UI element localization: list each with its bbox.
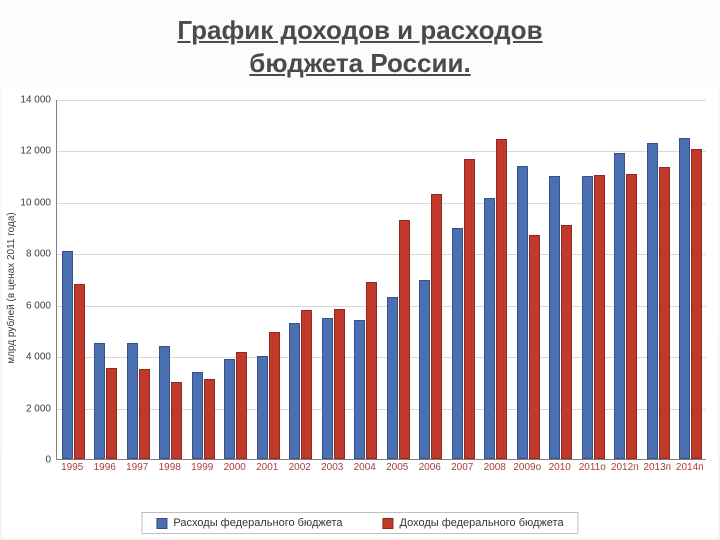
x-tick-label: 2012п xyxy=(611,462,639,473)
bar-income xyxy=(691,149,702,459)
bar-expenses xyxy=(192,372,203,459)
bar-expenses xyxy=(159,346,170,459)
x-tick-label: 2014п xyxy=(676,462,704,473)
bar-expenses xyxy=(354,320,365,459)
bar-income xyxy=(626,174,637,459)
grid-line xyxy=(57,151,706,152)
bar-expenses xyxy=(127,343,138,459)
x-tick-label: 2008 xyxy=(484,462,506,473)
bar-expenses xyxy=(582,176,593,459)
y-tick-label: 0 xyxy=(1,455,51,466)
chart-legend: Расходы федерального бюджета Доходы феде… xyxy=(141,512,578,534)
grid-line xyxy=(57,357,706,358)
bar-income xyxy=(529,235,540,459)
bar-income xyxy=(139,369,150,459)
legend-swatch-income xyxy=(383,518,394,529)
bar-income xyxy=(301,310,312,459)
x-tick-label: 2013п xyxy=(643,462,671,473)
y-tick-label: 10 000 xyxy=(1,197,51,208)
bar-expenses xyxy=(517,166,528,459)
bar-expenses xyxy=(62,251,73,459)
x-tick-label: 1996 xyxy=(94,462,116,473)
x-tick-label: 2001 xyxy=(256,462,278,473)
x-tick-label: 1998 xyxy=(159,462,181,473)
x-tick-label: 1995 xyxy=(61,462,83,473)
x-tick-label: 1997 xyxy=(126,462,148,473)
bar-income xyxy=(464,159,475,459)
y-tick-label: 2 000 xyxy=(1,403,51,414)
x-tick-label: 2011о xyxy=(579,462,606,473)
grid-line xyxy=(57,100,706,101)
bar-expenses xyxy=(549,176,560,459)
bar-expenses xyxy=(484,198,495,459)
legend-swatch-expenses xyxy=(156,518,167,529)
x-tick-label: 2010 xyxy=(549,462,571,473)
bar-expenses xyxy=(224,359,235,459)
grid-line xyxy=(57,409,706,410)
bar-income xyxy=(431,194,442,459)
x-tick-label: 2005 xyxy=(386,462,408,473)
bar-income xyxy=(594,175,605,459)
grid-line xyxy=(57,306,706,307)
bar-expenses xyxy=(322,318,333,459)
bar-income xyxy=(204,379,215,459)
bar-expenses xyxy=(679,138,690,459)
bar-expenses xyxy=(614,153,625,459)
bar-income xyxy=(334,309,345,459)
legend-label-expenses: Расходы федерального бюджета xyxy=(173,517,342,529)
y-tick-label: 14 000 xyxy=(1,95,51,106)
x-tick-label: 2000 xyxy=(224,462,246,473)
bar-income xyxy=(236,352,247,459)
bar-income xyxy=(659,167,670,459)
grid-line xyxy=(57,203,706,204)
y-tick-label: 4 000 xyxy=(1,352,51,363)
x-tick-label: 2002 xyxy=(289,462,311,473)
bar-expenses xyxy=(647,143,658,459)
y-axis-label: млрд рублей (в ценах 2011 года) xyxy=(6,212,17,364)
bar-expenses xyxy=(289,323,300,459)
bar-income xyxy=(561,225,572,459)
x-tick-label: 2007 xyxy=(451,462,473,473)
y-tick-label: 6 000 xyxy=(1,300,51,311)
title-line-2: бюджета России. xyxy=(249,48,470,78)
grid-line xyxy=(57,254,706,255)
bar-income xyxy=(106,368,117,459)
title-line-1: График доходов и расходов xyxy=(177,15,542,45)
legend-item-income: Доходы федерального бюджета xyxy=(383,517,564,529)
x-tick-label: 2009о xyxy=(513,462,541,473)
legend-label-income: Доходы федерального бюджета xyxy=(400,517,564,529)
legend-item-expenses: Расходы федерального бюджета xyxy=(156,517,342,529)
page-title: График доходов и расходов бюджета России… xyxy=(0,0,720,85)
bar-expenses xyxy=(94,343,105,459)
y-tick-label: 8 000 xyxy=(1,249,51,260)
bar-income xyxy=(366,282,377,459)
x-tick-label: 2004 xyxy=(354,462,376,473)
chart-container: млрд рублей (в ценах 2011 года) 02 0004 … xyxy=(2,88,718,538)
x-tick-label: 2003 xyxy=(321,462,343,473)
bar-income xyxy=(496,139,507,459)
bar-expenses xyxy=(419,280,430,459)
x-tick-label: 1999 xyxy=(191,462,213,473)
x-tick-label: 2006 xyxy=(419,462,441,473)
bar-income xyxy=(399,220,410,459)
bar-income xyxy=(269,332,280,459)
y-tick-label: 12 000 xyxy=(1,146,51,157)
bar-expenses xyxy=(257,356,268,459)
bar-income xyxy=(171,382,182,459)
chart-plot: 02 0004 0006 0008 00010 00012 00014 000 xyxy=(56,100,706,460)
slide: График доходов и расходов бюджета России… xyxy=(0,0,720,540)
bar-expenses xyxy=(452,228,463,459)
bar-expenses xyxy=(387,297,398,459)
bar-income xyxy=(74,284,85,459)
